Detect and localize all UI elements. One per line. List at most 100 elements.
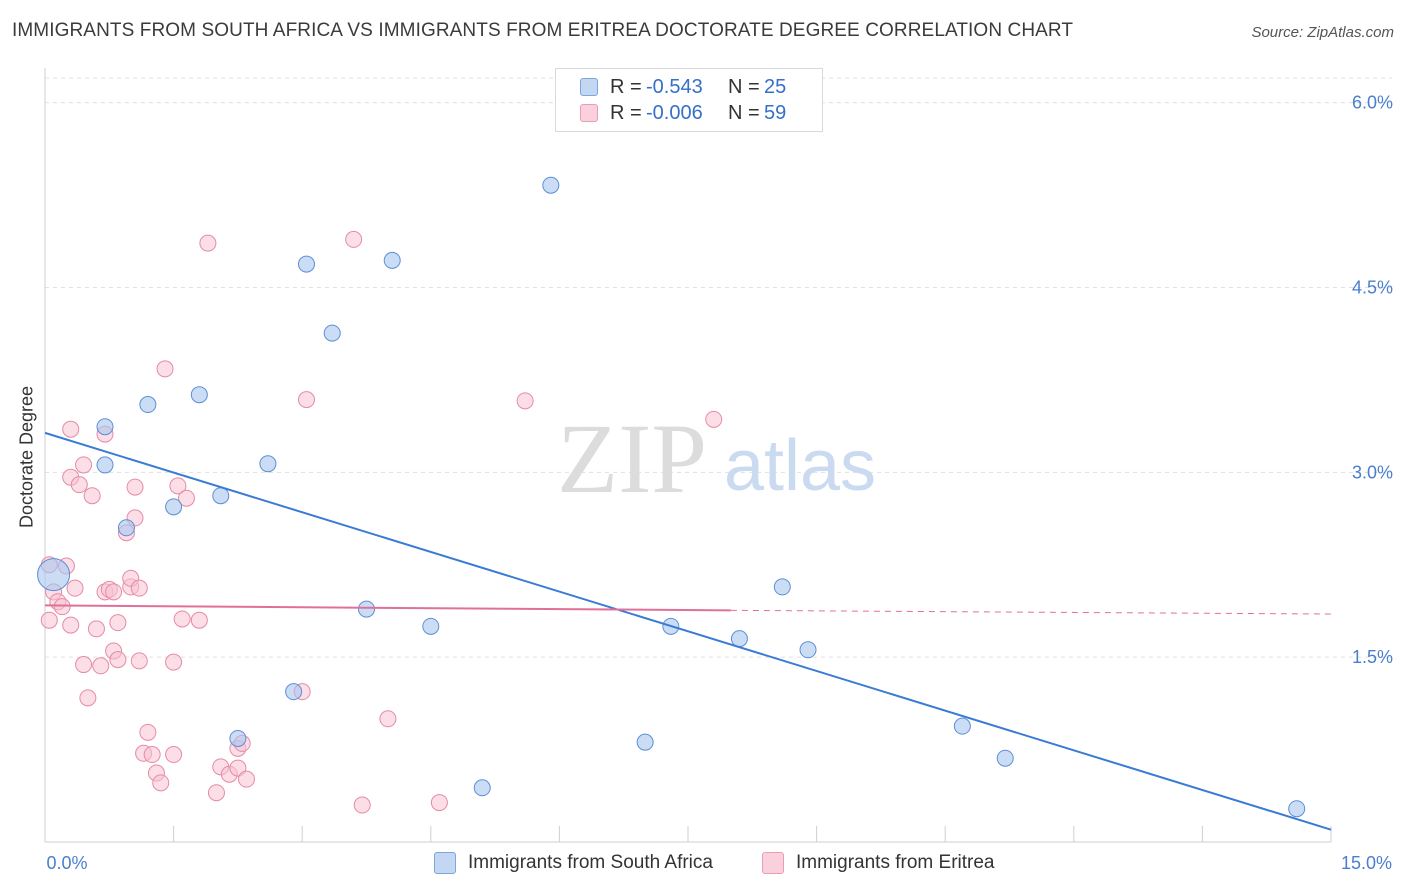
eritrea-point — [199, 234, 217, 252]
grid-lines — [45, 77, 1392, 658]
eritrea-point — [70, 476, 88, 494]
eritrea-point — [79, 689, 97, 707]
eritrea-point — [237, 770, 255, 788]
eritrea-point — [62, 420, 80, 438]
eritrea-point — [297, 391, 315, 409]
x-tick-label: 15.0% — [1341, 853, 1392, 873]
eritrea-point — [105, 583, 123, 601]
eritrea-point — [705, 410, 723, 428]
trend-lines — [44, 431, 1332, 831]
eritrea-point — [53, 598, 71, 616]
south-africa-point — [636, 733, 654, 751]
stats-legend: R = -0.543 N = 25 R = -0.006 N = 59 — [555, 68, 823, 132]
r-value: -0.543 — [646, 75, 703, 98]
eritrea-point — [75, 456, 93, 474]
south-africa-point — [229, 729, 247, 747]
south-africa-point — [297, 255, 315, 273]
south-africa-point — [773, 578, 791, 596]
eritrea-point — [516, 392, 534, 410]
south-africa-point — [37, 558, 71, 592]
south-africa-point — [358, 600, 375, 618]
legend-row-eritrea: R = -0.006 N = 59 — [580, 100, 786, 126]
eritrea-point — [109, 614, 127, 632]
eritrea-point — [66, 579, 84, 597]
n-value: 59 — [764, 101, 787, 124]
south-africa-point — [730, 630, 748, 648]
south-africa-point — [953, 717, 971, 735]
south-africa-legend-swatch — [434, 852, 456, 874]
south-africa-point — [1288, 800, 1306, 818]
south-africa-point — [190, 386, 208, 404]
r-value: -0.006 — [646, 101, 703, 124]
south-africa-point — [473, 779, 491, 797]
eritrea-point — [177, 489, 195, 507]
eritrea-point — [83, 487, 101, 505]
eritrea-point — [139, 723, 157, 741]
n-value: 25 — [764, 75, 787, 98]
south-africa-points — [37, 176, 1306, 818]
south-africa-point — [542, 176, 560, 194]
eritrea-point — [353, 796, 371, 814]
eritrea-point — [109, 651, 127, 669]
eritrea-swatch — [580, 104, 598, 122]
chart-title: IMMIGRANTS FROM SOUTH AFRICA VS IMMIGRAN… — [12, 20, 1074, 41]
south-africa-point — [383, 251, 401, 269]
south-africa-swatch — [580, 78, 598, 96]
eritrea-point — [379, 710, 397, 728]
south-africa-point — [285, 683, 303, 701]
south-africa-point — [96, 456, 114, 474]
eritrea-point — [87, 620, 105, 638]
r-label: R = — [610, 101, 642, 124]
tick-labels: 1.5% 3.0% 4.5% 6.0% 0.0% 15.0% — [46, 93, 1393, 873]
eritrea-point — [345, 230, 363, 248]
eritrea-point — [40, 611, 58, 629]
y-tick-label: 3.0% — [1352, 462, 1393, 482]
eritrea-trend-extension — [730, 609, 1332, 615]
south-africa-point — [422, 617, 440, 635]
n-label: N = — [728, 75, 760, 98]
eritrea-point — [126, 478, 144, 496]
south-africa-point — [117, 519, 135, 537]
eritrea-point — [62, 616, 80, 634]
eritrea-point — [156, 360, 174, 378]
y-tick-label: 4.5% — [1352, 277, 1393, 297]
south-africa-legend-label: Immigrants from South Africa — [468, 852, 713, 873]
south-africa-point — [212, 487, 230, 505]
south-africa-point — [96, 418, 114, 436]
watermark-zip: ZIP — [557, 403, 707, 514]
eritrea-point — [430, 794, 448, 812]
eritrea-trend-line — [44, 604, 731, 612]
y-tick-label: 6.0% — [1352, 93, 1393, 113]
eritrea-point — [207, 784, 225, 802]
south-africa-trend-line — [44, 431, 1332, 831]
eritrea-points — [40, 230, 723, 814]
eritrea-point — [165, 746, 183, 764]
south-africa-point — [139, 396, 157, 414]
n-label: N = — [728, 101, 760, 124]
bottom-legend-south-africa: Immigrants from South Africa — [434, 850, 713, 876]
eritrea-point — [130, 579, 148, 597]
south-africa-point — [259, 455, 277, 473]
eritrea-point — [92, 657, 110, 675]
bottom-legend-eritrea: Immigrants from Eritrea — [762, 850, 994, 876]
legend-row-south-africa: R = -0.543 N = 25 — [580, 74, 786, 100]
eritrea-legend-swatch — [762, 852, 784, 874]
eritrea-point — [130, 652, 148, 670]
south-africa-point — [165, 498, 183, 516]
eritrea-point — [173, 610, 191, 628]
r-label: R = — [610, 75, 642, 98]
eritrea-point — [143, 746, 161, 764]
axes — [44, 68, 1332, 843]
watermark-atlas: atlas — [724, 426, 876, 506]
x-tick-label: 0.0% — [46, 853, 87, 873]
south-africa-point — [996, 749, 1014, 767]
eritrea-point — [190, 611, 208, 629]
source-credit: Source: ZipAtlas.com — [1251, 24, 1394, 41]
eritrea-point — [75, 656, 93, 674]
eritrea-point — [169, 477, 187, 495]
y-tick-label: 1.5% — [1352, 647, 1393, 667]
south-africa-point — [323, 324, 341, 342]
eritrea-point — [165, 653, 183, 671]
eritrea-point — [152, 774, 170, 792]
